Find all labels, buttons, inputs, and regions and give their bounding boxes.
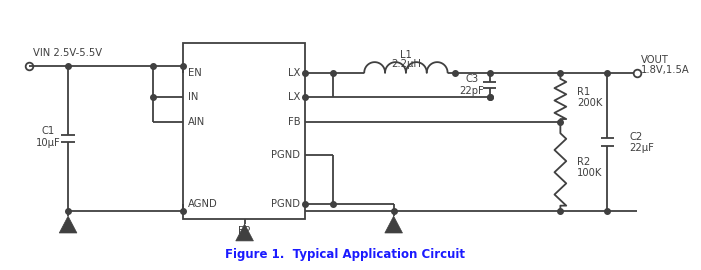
Text: AGND: AGND <box>188 199 217 209</box>
Text: 1.8V,1.5A: 1.8V,1.5A <box>641 65 690 75</box>
Text: LX: LX <box>288 68 301 78</box>
Text: 2.2μH: 2.2μH <box>391 59 421 69</box>
Text: PGND: PGND <box>271 150 301 160</box>
Text: 10μF: 10μF <box>36 139 61 148</box>
Text: 200K: 200K <box>577 98 602 108</box>
Text: R2: R2 <box>577 157 590 167</box>
Text: LX: LX <box>288 92 301 102</box>
Text: PGND: PGND <box>271 199 301 209</box>
Text: FB: FB <box>288 117 301 127</box>
Text: 22μF: 22μF <box>629 143 654 153</box>
Text: 22pF: 22pF <box>460 86 484 96</box>
Text: IN: IN <box>188 92 198 102</box>
Polygon shape <box>236 224 254 241</box>
Text: L1: L1 <box>400 50 412 60</box>
Text: VIN 2.5V-5.5V: VIN 2.5V-5.5V <box>33 48 102 58</box>
Bar <box>183 43 306 219</box>
Text: 100K: 100K <box>577 168 602 178</box>
Text: Figure 1.  Typical Application Circuit: Figure 1. Typical Application Circuit <box>224 248 465 261</box>
Text: EP: EP <box>238 226 251 236</box>
Text: AIN: AIN <box>188 117 205 127</box>
Text: C2: C2 <box>629 132 642 142</box>
Text: C3: C3 <box>465 74 479 84</box>
Polygon shape <box>385 216 402 233</box>
Text: EN: EN <box>188 68 201 78</box>
Text: C1: C1 <box>42 126 55 136</box>
Text: R1: R1 <box>577 87 590 97</box>
Polygon shape <box>60 216 77 233</box>
Text: VOUT: VOUT <box>641 55 669 65</box>
